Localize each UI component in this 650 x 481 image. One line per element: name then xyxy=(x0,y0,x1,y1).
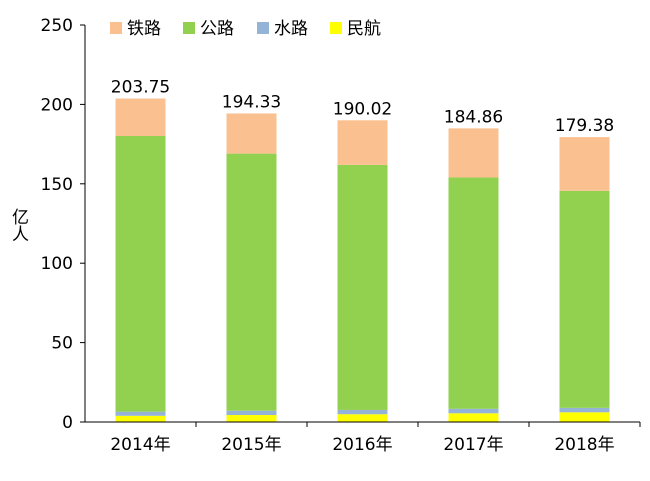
bars xyxy=(115,98,610,422)
total-label: 179.38 xyxy=(555,116,614,136)
legend-swatch xyxy=(257,22,269,34)
legend-swatch xyxy=(330,22,342,34)
bar-segment xyxy=(559,190,610,408)
bar-segment xyxy=(337,409,388,415)
legend-swatch xyxy=(183,22,195,34)
bar-segment xyxy=(448,128,499,178)
bar-segment xyxy=(226,415,277,422)
legend: 铁路 公路 水路 民航 xyxy=(110,19,381,39)
total-label: 194.33 xyxy=(222,92,281,112)
legend-label: 水路 xyxy=(274,19,308,39)
bar-segment xyxy=(337,164,388,410)
y-tick-label: 100 xyxy=(41,254,73,274)
legend-label: 铁路 xyxy=(127,19,161,39)
y-tick-label: 200 xyxy=(41,95,73,115)
bar-segment xyxy=(115,98,166,137)
legend-swatch xyxy=(110,22,122,34)
bar-segment xyxy=(337,414,388,422)
total-label: 203.75 xyxy=(111,78,170,98)
y-tick-label: 50 xyxy=(51,334,73,354)
y-tick-label: 250 xyxy=(41,16,73,36)
x-axis-ticks: 2014年 2015年 2016年 2017年 2018年 xyxy=(110,422,641,455)
bar-segment xyxy=(448,408,499,414)
x-tick-label: 2016年 xyxy=(332,435,392,455)
y-tick-label: 150 xyxy=(41,175,73,195)
bar-segment xyxy=(115,136,166,412)
bar-segment xyxy=(115,415,166,422)
x-tick-label: 2015年 xyxy=(221,435,281,455)
total-label: 184.86 xyxy=(444,107,503,127)
axes xyxy=(84,25,640,423)
bar-segment xyxy=(226,113,277,154)
legend-label: 公路 xyxy=(200,19,234,39)
total-label: 190.02 xyxy=(333,99,392,119)
bar-segment xyxy=(559,412,610,422)
bar-segment xyxy=(559,137,610,191)
legend-label: 民航 xyxy=(347,19,381,39)
bar-segment xyxy=(337,120,388,165)
bar-segment xyxy=(448,413,499,422)
bar-segment xyxy=(226,410,277,416)
y-axis-ticks: 0 50 100 150 200 250 xyxy=(41,16,85,433)
x-tick-label: 2014年 xyxy=(110,435,170,455)
bar-segment xyxy=(448,177,499,409)
bar-segment xyxy=(115,411,166,416)
x-tick-label: 2018年 xyxy=(554,435,614,455)
total-labels: 203.75 194.33 190.02 184.86 179.38 xyxy=(111,78,614,137)
bar-segment xyxy=(559,407,610,413)
y-tick-label: 0 xyxy=(62,413,73,433)
y-axis-label: 亿人 xyxy=(8,208,29,242)
bar-segment xyxy=(226,153,277,411)
x-tick-label: 2017年 xyxy=(443,435,503,455)
